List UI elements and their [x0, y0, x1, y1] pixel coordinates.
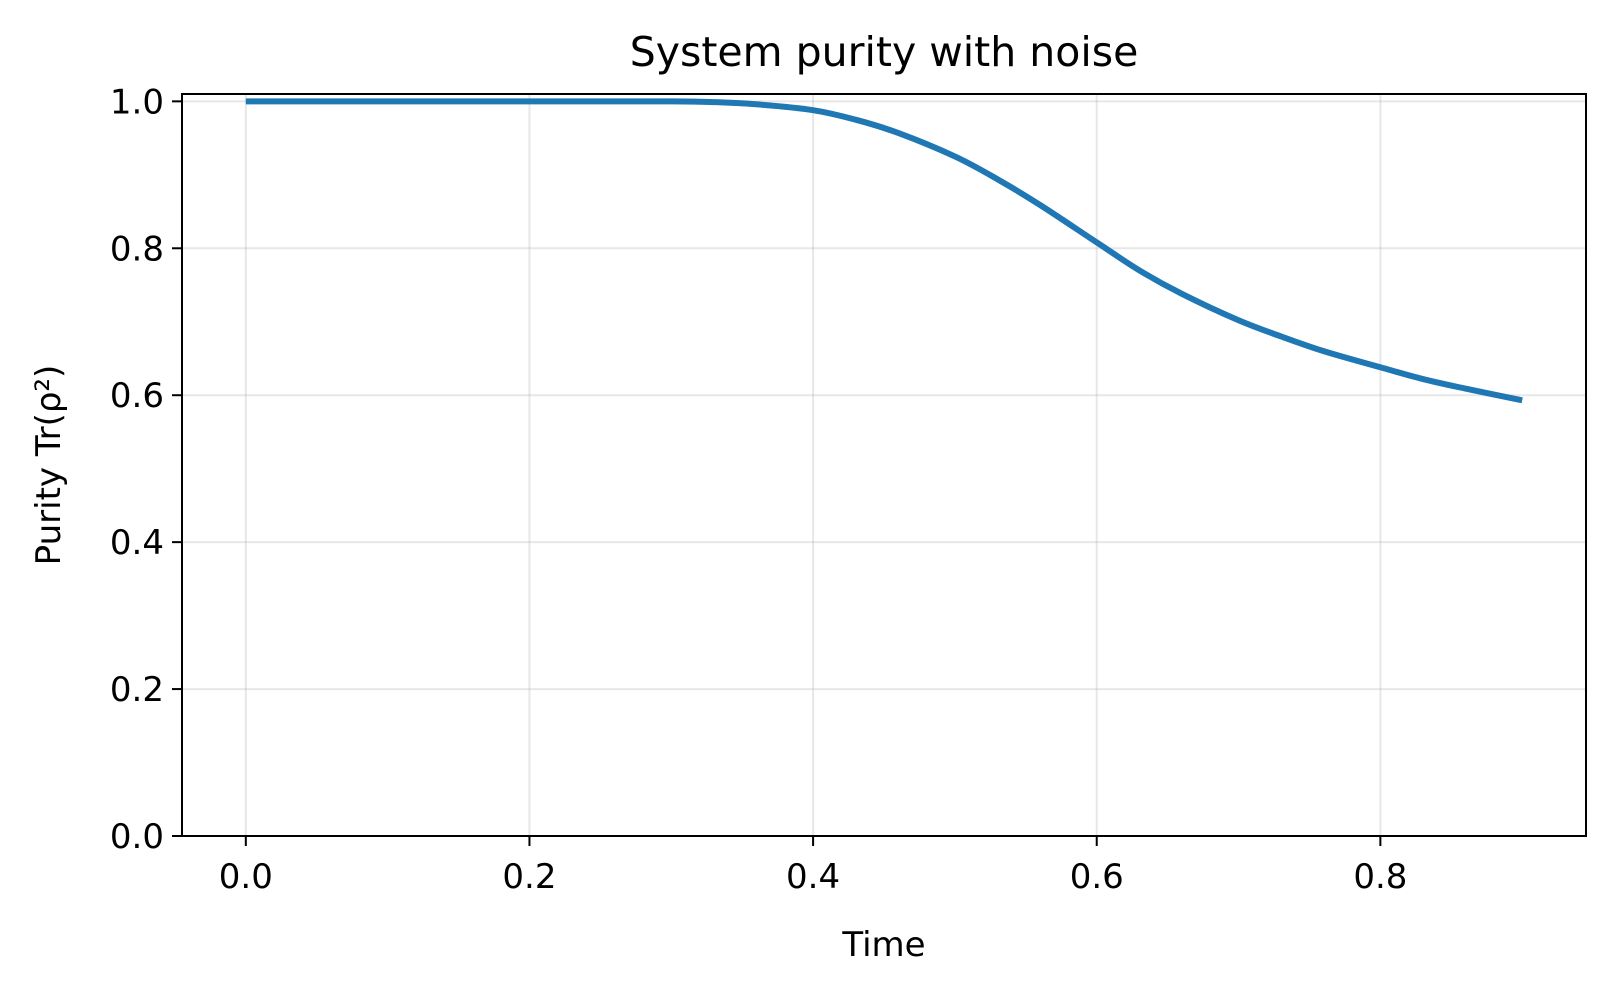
x-tick-label: 0.2 — [502, 857, 556, 897]
y-tick-label: 0.6 — [110, 376, 164, 416]
x-tick-label: 0.8 — [1353, 857, 1407, 897]
y-tick-label: 1.0 — [110, 82, 164, 122]
y-tick-label: 0.0 — [110, 817, 164, 857]
plot-line-group — [245, 98, 1523, 404]
plot-frame — [181, 93, 1587, 837]
y-tick-label: 0.4 — [110, 523, 164, 563]
y-tick-label: 0.8 — [110, 229, 164, 269]
y-tick-label: 0.2 — [110, 670, 164, 710]
y-axis-title: Purity Tr(ρ²) — [29, 365, 69, 566]
x-tick-label: 0.0 — [219, 857, 273, 897]
ticks: 0.0 0.2 0.4 0.6 0.8 0.0 0.2 0.4 0.6 0.8 1.0 — [110, 82, 1407, 897]
x-axis-title: Time — [841, 925, 925, 965]
series-line — [245, 98, 1523, 404]
chart-title: System purity with noise — [630, 28, 1139, 76]
x-tick-label: 0.4 — [786, 857, 840, 897]
x-tick-label: 0.6 — [1070, 857, 1124, 897]
